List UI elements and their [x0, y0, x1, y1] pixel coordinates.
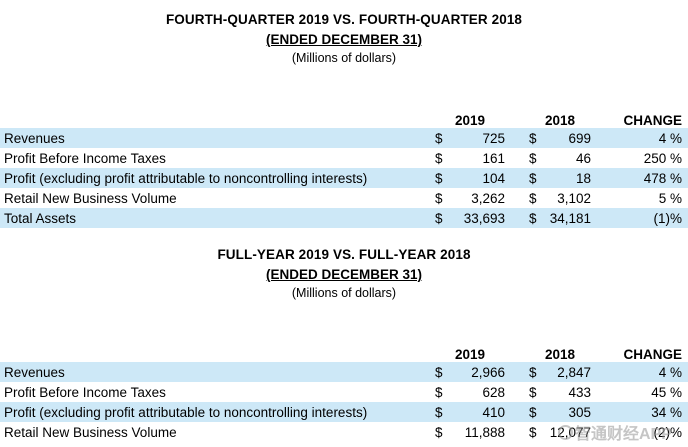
- currency-symbol: $: [435, 384, 443, 400]
- table-row-profit-before-taxes: Profit Before Income Taxes $ 161 $ 46 25…: [0, 148, 688, 168]
- table-row-profit-before-taxes: Profit Before Income Taxes $ 628 $ 433 4…: [0, 382, 688, 402]
- value-2018: 12,077: [549, 424, 591, 440]
- value-2019: 3,262: [471, 190, 505, 206]
- currency-symbol: $: [529, 190, 537, 206]
- currency-symbol: $: [529, 130, 537, 146]
- currency-symbol: $: [529, 384, 537, 400]
- value-2018: 433: [568, 384, 591, 400]
- row-label: Revenues: [4, 130, 65, 146]
- section-heading: FULL-YEAR 2019 VS. FULL-YEAR 2018 (ENDED…: [0, 247, 688, 300]
- value-2019: 2,966: [471, 364, 505, 380]
- table-row-retail-new-business-volume: Retail New Business Volume $ 3,262 $ 3,1…: [0, 188, 688, 208]
- row-label: Profit (excluding profit attributable to…: [4, 404, 368, 420]
- value-2018: 2,847: [557, 364, 591, 380]
- value-2018: 34,181: [549, 210, 591, 226]
- currency-symbol: $: [435, 190, 443, 206]
- currency-symbol: $: [529, 170, 537, 186]
- row-label: Profit (excluding profit attributable to…: [4, 170, 368, 186]
- value-change: 34 %: [651, 404, 682, 420]
- value-change: 250 %: [643, 150, 682, 166]
- table-row-total-assets: Total Assets $ 33,693 $ 34,181 (1)%: [0, 208, 688, 228]
- value-change: 45 %: [651, 384, 682, 400]
- value-change: 478 %: [643, 170, 682, 186]
- row-label: Total Assets: [4, 210, 77, 226]
- value-change: 4 %: [658, 130, 682, 146]
- value-2019: 725: [482, 130, 505, 146]
- value-2018: 3,102: [557, 190, 591, 206]
- currency-symbol: $: [435, 424, 443, 440]
- value-2019: 104: [482, 170, 505, 186]
- value-2018: 46: [575, 150, 591, 166]
- currency-symbol: $: [435, 210, 443, 226]
- currency-symbol: $: [435, 364, 443, 380]
- value-2018: 699: [568, 130, 591, 146]
- table-row-revenues: Revenues $ 2,966 $ 2,847 4 %: [0, 362, 688, 382]
- section-heading: FOURTH-QUARTER 2019 VS. FOURTH-QUARTER 2…: [0, 0, 688, 65]
- value-2019: 628: [482, 384, 505, 400]
- value-2019: 161: [482, 150, 505, 166]
- row-label: Revenues: [4, 364, 65, 380]
- table-row-retail-new-business-volume: Retail New Business Volume $ 11,888 $ 12…: [0, 422, 688, 442]
- currency-symbol: $: [529, 364, 537, 380]
- value-change: 4 %: [658, 364, 682, 380]
- table-row-revenues: Revenues $ 725 $ 699 4 %: [0, 128, 688, 148]
- value-2018: 18: [575, 170, 591, 186]
- currency-symbol: $: [435, 404, 443, 420]
- value-change: 5 %: [658, 190, 682, 206]
- section-subtitle: (ENDED DECEMBER 31): [265, 267, 423, 282]
- value-change: (1)%: [653, 210, 682, 226]
- value-2018: 305: [568, 404, 591, 420]
- row-label: Retail New Business Volume: [4, 424, 177, 440]
- column-header-2019: 2019: [454, 113, 486, 128]
- currency-symbol: $: [435, 150, 443, 166]
- value-change: (2)%: [653, 424, 682, 440]
- currency-symbol: $: [529, 424, 537, 440]
- currency-symbol: $: [435, 130, 443, 146]
- currency-symbol: $: [435, 170, 443, 186]
- section-title: FULL-YEAR 2019 VS. FULL-YEAR 2018: [217, 247, 471, 262]
- value-2019: 410: [482, 404, 505, 420]
- table-row-profit-excl-noncontrolling: Profit (excluding profit attributable to…: [0, 402, 688, 422]
- currency-symbol: $: [529, 210, 537, 226]
- unit-note: (Millions of dollars): [291, 51, 397, 65]
- section-title: FOURTH-QUARTER 2019 VS. FOURTH-QUARTER 2…: [165, 12, 523, 27]
- value-2019: 33,693: [463, 210, 505, 226]
- unit-note: (Millions of dollars): [291, 286, 397, 300]
- currency-symbol: $: [529, 404, 537, 420]
- currency-symbol: $: [529, 150, 537, 166]
- table-header-row: 2019 2018 CHANGE: [0, 344, 688, 362]
- column-header-2018: 2018: [544, 347, 576, 362]
- column-header-change: CHANGE: [623, 347, 682, 362]
- table-row-profit-excl-noncontrolling: Profit (excluding profit attributable to…: [0, 168, 688, 188]
- q4-comparison-section: FOURTH-QUARTER 2019 VS. FOURTH-QUARTER 2…: [0, 0, 688, 228]
- column-header-change: CHANGE: [623, 113, 682, 128]
- column-header-2019: 2019: [454, 347, 486, 362]
- row-label: Profit Before Income Taxes: [4, 384, 166, 400]
- value-2019: 11,888: [464, 424, 505, 440]
- full-year-comparison-section: FULL-YEAR 2019 VS. FULL-YEAR 2018 (ENDED…: [0, 247, 688, 442]
- section-subtitle: (ENDED DECEMBER 31): [265, 32, 423, 47]
- column-header-2018: 2018: [544, 113, 576, 128]
- table-header-row: 2019 2018 CHANGE: [0, 110, 688, 128]
- row-label: Retail New Business Volume: [4, 190, 177, 206]
- row-label: Profit Before Income Taxes: [4, 150, 166, 166]
